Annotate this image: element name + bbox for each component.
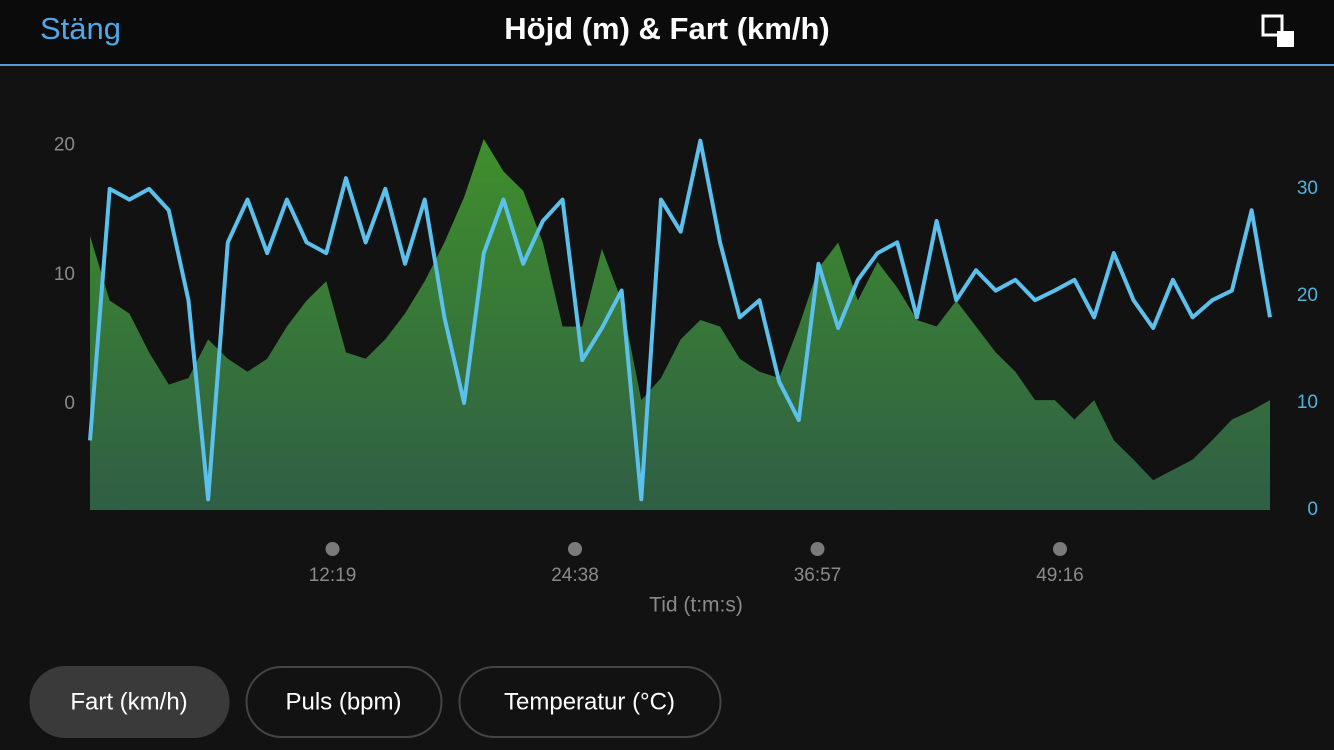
elevation-area	[90, 139, 1270, 511]
header-divider	[0, 64, 1334, 66]
tab-button-label[interactable]: Puls (bpm)	[285, 688, 401, 715]
x-tick-label: 24:38	[551, 565, 599, 586]
tab-button[interactable]	[458, 666, 722, 738]
y2-tick-label: 30	[1297, 178, 1318, 199]
tab-button[interactable]	[29, 666, 230, 738]
y-tick-label: 10	[54, 264, 75, 285]
tab-button-label[interactable]: Fart (km/h)	[70, 688, 187, 715]
x-tick-label: 36:57	[794, 565, 842, 586]
chart: 0 10 20 0 10 20 30 12:19 24:38 36:57 49:16 Tid (t:m…	[54, 135, 1318, 617]
icon-square	[1261, 14, 1284, 37]
x-axis-label: Tid (t:m:s)	[649, 594, 743, 617]
x-tick-label: 49:16	[1036, 565, 1084, 586]
expand-icon[interactable]	[1261, 14, 1294, 47]
x-tick-mark	[325, 542, 340, 556]
tab-button-label[interactable]: Temperatur (°C)	[504, 688, 675, 715]
header-title: Höjd (m) & Fart (km/h)	[504, 11, 830, 46]
y-tick-label: 0	[64, 393, 75, 414]
x-tick-label: 12:19	[309, 565, 357, 586]
x-tick-mark	[810, 542, 825, 556]
x-tick-mark	[567, 542, 582, 556]
y2-tick-label: 0	[1307, 499, 1318, 520]
icon-square	[1277, 31, 1294, 47]
x-tick-mark	[1052, 542, 1067, 556]
y2-tick-label: 10	[1297, 392, 1318, 413]
y2-tick-label: 20	[1297, 285, 1318, 306]
speed-line	[88, 138, 1272, 502]
header-bar	[0, 0, 1334, 64]
tab-button[interactable]	[245, 666, 443, 738]
y-tick-label: 20	[54, 135, 75, 156]
button-row: Fart (km/h) Puls (bpm) Temperatur (°C)	[29, 666, 722, 738]
close-button[interactable]: Stäng	[40, 11, 121, 46]
